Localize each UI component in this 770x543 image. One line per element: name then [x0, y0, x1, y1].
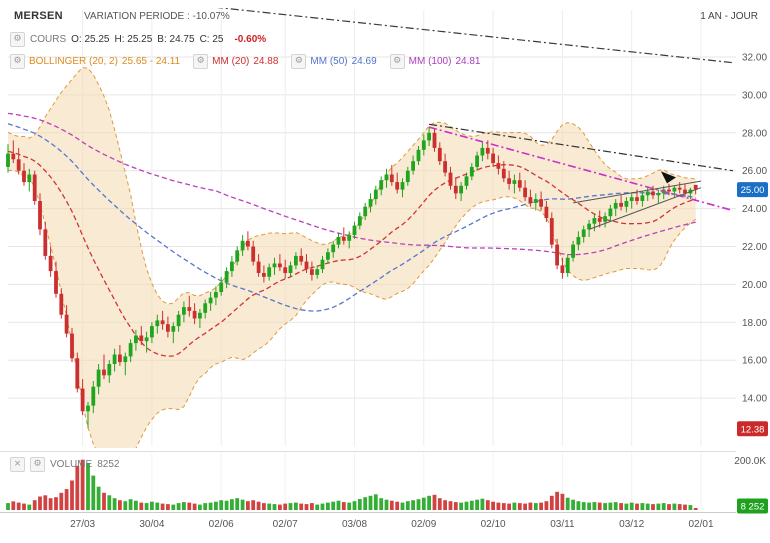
svg-text:30.00: 30.00 — [742, 90, 767, 101]
svg-text:02/10: 02/10 — [481, 519, 506, 530]
svg-text:8 252: 8 252 — [741, 502, 765, 513]
legend-mm20[interactable]: ⚙ MM (20) 24.88 — [193, 54, 278, 69]
close-icon[interactable]: × — [10, 457, 25, 472]
svg-text:18.00: 18.00 — [742, 318, 767, 329]
mm100-value: 24.81 — [455, 56, 481, 67]
low-value: B: 24.75 — [157, 34, 195, 45]
svg-text:30/04: 30/04 — [139, 519, 164, 530]
svg-text:03/08: 03/08 — [342, 519, 367, 530]
gear-icon[interactable]: ⚙ — [389, 54, 405, 69]
svg-text:200.0K: 200.0K — [734, 456, 766, 467]
mm20-label: MM (20) — [212, 56, 250, 67]
period-variation-label: VARIATION PERIODE : -10.07% — [84, 11, 230, 22]
svg-text:14.00: 14.00 — [742, 394, 767, 405]
svg-text:20.00: 20.00 — [742, 280, 767, 291]
gear-icon[interactable]: ⚙ — [10, 32, 25, 47]
symbol-label: MERSEN — [14, 10, 63, 22]
change-percent: -0.60% — [234, 34, 267, 45]
svg-text:24.00: 24.00 — [742, 204, 767, 215]
svg-text:12.38: 12.38 — [741, 424, 765, 435]
svg-text:27/03: 27/03 — [70, 519, 95, 530]
gear-icon[interactable]: ⚙ — [291, 54, 307, 69]
mm50-label: MM (50) — [310, 56, 348, 67]
volume-panel-header: × ⚙ VOLUME 8252 — [10, 457, 119, 472]
cours-label[interactable]: COURS — [30, 34, 67, 45]
open-value: O: 25.25 — [71, 34, 110, 45]
mm50-value: 24.69 — [351, 56, 377, 67]
timeframe-selector[interactable]: 1 AN - JOUR — [700, 11, 758, 22]
svg-text:25.00: 25.00 — [741, 185, 765, 196]
gear-icon[interactable]: ⚙ — [30, 457, 45, 472]
bollinger-value: 25.65 - 24.11 — [121, 56, 181, 67]
gear-icon[interactable]: ⚙ — [193, 54, 209, 69]
svg-text:32.00: 32.00 — [742, 53, 767, 64]
bollinger-label: BOLLINGER (20, 2) — [29, 56, 118, 67]
mm20-value: 24.88 — [253, 56, 279, 67]
svg-text:28.00: 28.00 — [742, 128, 767, 139]
legend-bollinger[interactable]: ⚙ BOLLINGER (20, 2) 25.65 - 24.11 — [10, 54, 180, 69]
legend-mm50[interactable]: ⚙ MM (50) 24.69 — [291, 54, 377, 69]
legend-indicators-row: ⚙ BOLLINGER (20, 2) 25.65 - 24.11 ⚙ MM (… — [10, 54, 488, 69]
svg-text:16.00: 16.00 — [742, 356, 767, 367]
svg-text:22.00: 22.00 — [742, 242, 767, 253]
high-value: H: 25.25 — [114, 34, 153, 45]
svg-text:03/12: 03/12 — [619, 519, 644, 530]
svg-text:02/06: 02/06 — [209, 519, 234, 530]
svg-text:02/09: 02/09 — [411, 519, 436, 530]
gear-icon[interactable]: ⚙ — [10, 54, 25, 69]
volume-label: VOLUME — [50, 459, 93, 470]
close-value: C: 25 — [199, 34, 224, 45]
svg-text:02/07: 02/07 — [273, 519, 298, 530]
svg-text:26.00: 26.00 — [742, 166, 767, 177]
mm100-label: MM (100) — [408, 56, 452, 67]
legend-mm100[interactable]: ⚙ MM (100) 24.81 — [389, 54, 481, 69]
legend-cours-row: ⚙ COURS O: 25.25 H: 25.25 B: 24.75 C: 25… — [10, 32, 266, 47]
volume-value: 8252 — [97, 459, 120, 470]
svg-text:03/11: 03/11 — [550, 519, 575, 530]
svg-text:02/01: 02/01 — [688, 519, 713, 530]
